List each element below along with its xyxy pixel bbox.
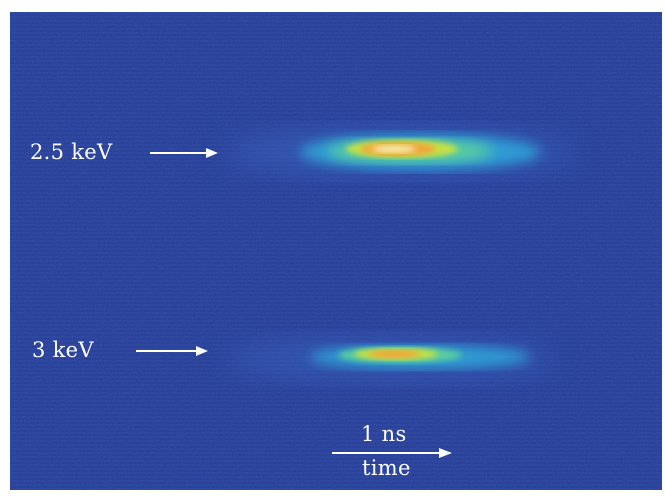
time-scale-arrow (332, 448, 452, 458)
lower-energy-arrow (136, 346, 208, 356)
streak-image-canvas (10, 12, 662, 490)
noise-texture (10, 12, 662, 490)
streak-camera-image: 2.5 keV 3 keV 1 ns time (10, 12, 662, 490)
upper-signal-spot (225, 126, 575, 178)
upper-energy-arrow (150, 148, 218, 158)
scale-value-label: 1 ns (361, 422, 407, 446)
lower-energy-label: 3 keV (32, 338, 94, 362)
time-axis-label: time (362, 456, 411, 480)
upper-energy-label: 2.5 keV (30, 140, 113, 164)
lower-signal-spot (225, 335, 555, 383)
